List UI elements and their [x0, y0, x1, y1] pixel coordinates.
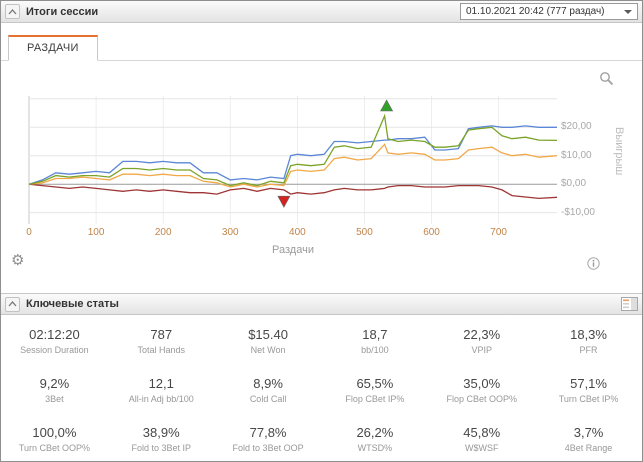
stat-turn-cbet-oop: 100,0% Turn CBet OOP%	[1, 413, 108, 461]
winnings-chart-section: 0 100 200 300 400 500 600 700 $20,00 $10,00 $0,00…	[1, 61, 642, 293]
orange-line	[28, 143, 558, 188]
triangle-up-marker	[380, 99, 394, 112]
stat-value: 100,0%	[32, 425, 77, 440]
stat-bb-100: 18,7 bb/100	[321, 315, 428, 364]
key-stats-header: Ключевые статы	[1, 293, 642, 315]
stats-row: 9,2% 3Bet 12,1 All-in Adj bb/100 8,9% Cold Ca…	[1, 364, 642, 413]
stat-4bet-range: 3,7% 4Bet Range	[535, 413, 642, 461]
y-tick-label: $10,00	[561, 149, 592, 161]
collapse-chevron-icon[interactable]	[5, 296, 20, 312]
stat-label: Flop CBet OOP%	[446, 394, 517, 404]
stats-row: 100,0% Turn CBet OOP% 38,9% Fold to 3Bet IP…	[1, 413, 642, 461]
x-tick-label: 0	[26, 227, 32, 238]
session-selector-value: 01.10.2021 20:42 (777 раздач)	[466, 6, 605, 17]
x-axis-label: Раздачи	[272, 244, 314, 256]
stat-cold-call: 8,9% Cold Call	[215, 364, 322, 413]
stat-value: 35,0%	[463, 376, 501, 391]
stat-turn-cbet-ip: 57,1% Turn CBet IP%	[535, 364, 642, 413]
stat-value: 22,3%	[463, 327, 501, 342]
stat-value: 787	[150, 327, 173, 342]
x-tick-label: 400	[289, 227, 306, 238]
stat-3bet: 9,2% 3Bet	[1, 364, 108, 413]
stat-label: VPIP	[471, 345, 492, 355]
stat-label: WTSD%	[357, 443, 393, 453]
stats-grid: 02:12:20 Session Duration 787 Total Hands $1…	[1, 315, 642, 461]
stat-label: PFR	[579, 345, 598, 355]
stat-label: Fold to 3Bet OOP	[232, 443, 304, 453]
x-tick-label: 700	[490, 227, 507, 238]
x-tick-label: 300	[221, 227, 239, 238]
stat-value: 8,9%	[253, 376, 283, 391]
stat-value: 38,9%	[142, 425, 180, 440]
tab-hands-label: РАЗДАЧИ	[27, 42, 79, 54]
y-axis-label: Выигрыш	[613, 127, 625, 176]
stat-value: $15.40	[248, 327, 288, 342]
stat-value: 12,1	[148, 376, 174, 391]
panel-toggle-icon[interactable]	[621, 297, 638, 311]
stat-vpip: 22,3% VPIP	[428, 315, 535, 364]
stat-pfr: 18,3% PFR	[535, 315, 642, 364]
x-tick-label: 500	[356, 227, 373, 238]
session-results-header: Итоги сессии 01.10.2021 20:42 (777 разда…	[1, 1, 642, 23]
collapse-chevron-icon[interactable]	[5, 4, 20, 19]
stat-flop-cbet-oop: 35,0% Flop CBet OOP%	[428, 364, 535, 413]
stat-label: Net Won	[250, 345, 286, 355]
stat-value: 65,5%	[356, 376, 394, 391]
blue-line	[28, 125, 557, 185]
y-tick-label: $0,00	[561, 178, 587, 190]
stat-wtsd: 26,2% WTSD%	[321, 413, 428, 461]
stat-all-in-adj-bb-100: 12,1 All-in Adj bb/100	[108, 364, 215, 413]
y-tick-label: -$10,00	[561, 206, 595, 218]
session-selector-dropdown[interactable]: 01.10.2021 20:42 (777 раздач)	[460, 3, 638, 20]
stat-label: 4Bet Range	[564, 443, 613, 453]
stat-value: 18,7	[362, 327, 388, 342]
stat-label: All-in Adj bb/100	[128, 394, 194, 404]
tab-hands[interactable]: РАЗДАЧИ	[8, 35, 98, 61]
stat-label: Session Duration	[20, 345, 89, 355]
stat-value: 9,2%	[39, 376, 70, 391]
gear-icon[interactable]: ⚙	[11, 252, 25, 269]
x-tick-label: 600	[423, 227, 440, 238]
stat-label: Flop CBet IP%	[345, 394, 405, 404]
info-icon[interactable]	[587, 257, 600, 275]
magnifier-icon[interactable]	[599, 71, 614, 91]
stat-net-won: $15.40 Net Won	[215, 315, 322, 364]
green-line	[28, 113, 558, 187]
stat-value: 45,8%	[463, 425, 501, 440]
key-stats-title: Ключевые статы	[26, 298, 119, 310]
stat-total-hands: 787 Total Hands	[108, 315, 215, 364]
stat-fold-to-3bet-ip: 38,9% Fold to 3Bet IP	[108, 413, 215, 461]
stat-label: bb/100	[361, 345, 389, 355]
y-tick-label: $20,00	[561, 121, 592, 133]
stat-label: Cold Call	[249, 394, 287, 404]
stat-value: 3,7%	[573, 425, 604, 440]
stat-label: Turn CBet OOP%	[18, 443, 90, 453]
stat-label: Turn CBet IP%	[558, 394, 619, 404]
stat-w-wsf: 45,8% W$WSF	[428, 413, 535, 461]
winnings-chart[interactable]	[28, 96, 558, 224]
stat-label: Fold to 3Bet IP	[131, 443, 192, 453]
red-line	[28, 183, 558, 200]
stat-value: 18,3%	[570, 327, 607, 342]
stat-fold-to-3bet-oop: 77,8% Fold to 3Bet OOP	[215, 413, 322, 461]
stat-value: 02:12:20	[29, 327, 80, 342]
stats-row: 02:12:20 Session Duration 787 Total Hands $1…	[1, 315, 642, 364]
dropdown-caret-icon	[624, 9, 632, 14]
stat-value: 77,8%	[249, 425, 287, 440]
stat-label: 3Bet	[45, 394, 64, 404]
stat-label: Total Hands	[137, 345, 185, 355]
tab-strip: РАЗДАЧИ	[1, 35, 642, 61]
stat-label: W$WSF	[464, 443, 499, 453]
stat-value: 57,1%	[570, 376, 607, 391]
stat-flop-cbet-ip: 65,5% Flop CBet IP%	[321, 364, 428, 413]
triangle-down-marker	[277, 195, 291, 208]
x-tick-label: 100	[87, 227, 105, 238]
stat-session-duration: 02:12:20 Session Duration	[1, 315, 108, 364]
stat-value: 26,2%	[356, 425, 394, 440]
session-results-title: Итоги сессии	[26, 5, 99, 18]
x-tick-label: 200	[154, 227, 172, 238]
